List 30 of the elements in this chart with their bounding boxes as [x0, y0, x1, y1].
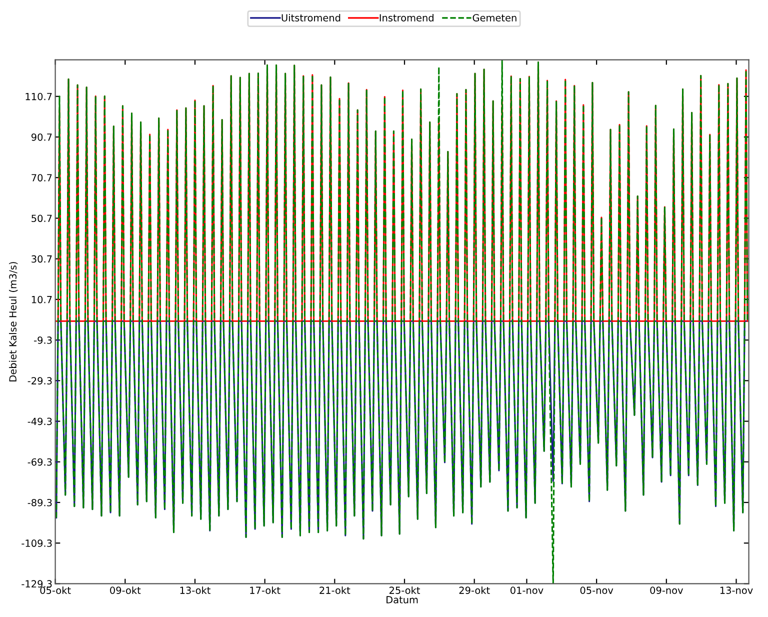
y-tick-label: 110.7 — [26, 92, 52, 100]
x-tick-label: 09-nov — [650, 586, 683, 594]
y-tick-label: -9.3 — [34, 336, 52, 344]
x-tick-label: 05-okt — [40, 586, 71, 594]
x-tick-label: 13-okt — [180, 586, 210, 594]
y-tick-label: -49.3 — [28, 418, 52, 426]
x-axis-title: Datum — [386, 596, 418, 604]
legend-label: Uitstromend — [282, 14, 340, 22]
x-tick-label: 05-nov — [580, 586, 614, 594]
y-tick-label: -69.3 — [28, 458, 52, 466]
y-tick-label: 10.7 — [32, 296, 52, 304]
x-tick-label: 01-nov — [510, 586, 544, 594]
y-tick-label: 90.7 — [31, 133, 52, 141]
y-axis-title: Debiet Kalse Heul (m3/s) — [8, 262, 18, 382]
x-tick-label: 09-okt — [110, 586, 141, 594]
x-tick-label: 21-okt — [320, 586, 350, 594]
y-tick-label: -129.3 — [22, 580, 52, 588]
x-tick-label: 29-okt — [459, 586, 490, 594]
x-tick-label: 17-okt — [250, 586, 280, 594]
x-tick-label: 25-okt — [389, 586, 420, 594]
y-tick-label: -29.3 — [28, 377, 52, 384]
legend-label: Gemeten — [472, 14, 516, 22]
y-tick-label: -109.3 — [22, 540, 52, 547]
y-tick-label: 70.7 — [32, 174, 52, 182]
line-series — [56, 60, 748, 584]
x-tick-label: 13-nov — [720, 586, 753, 594]
legend-label: Instromend — [380, 14, 434, 22]
y-tick-label: 30.7 — [32, 255, 52, 263]
y-tick-label: 50.7 — [32, 214, 52, 222]
y-tick-label: -89.3 — [28, 498, 52, 506]
